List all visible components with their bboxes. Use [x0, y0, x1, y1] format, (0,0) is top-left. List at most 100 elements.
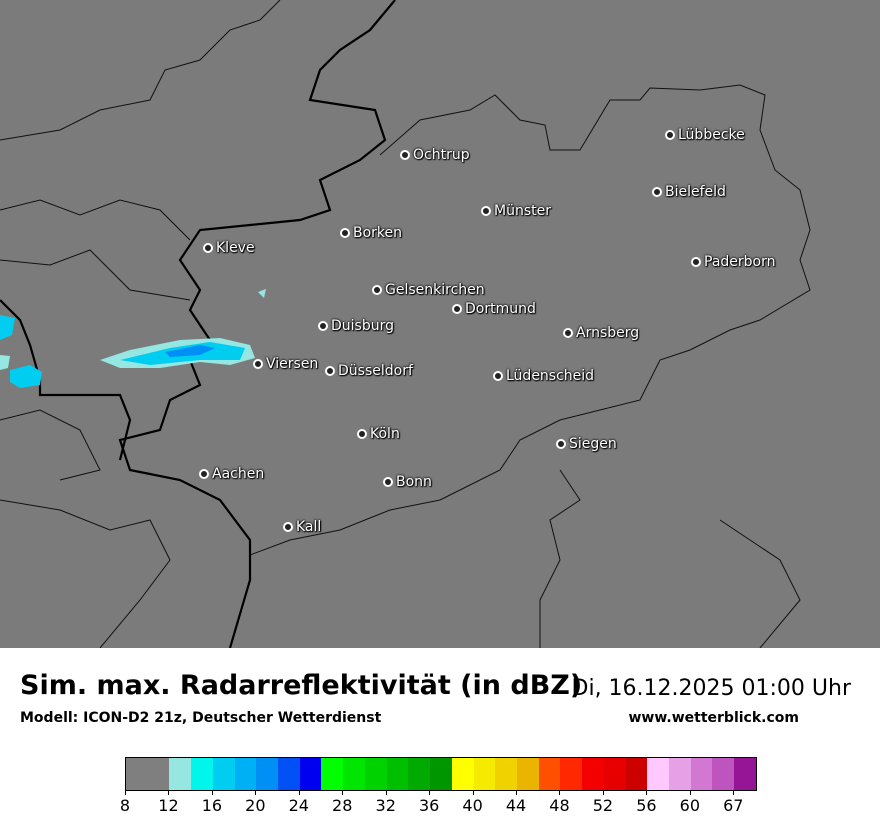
- city-marker: Bielefeld: [652, 184, 726, 200]
- city-marker: Arnsberg: [563, 325, 639, 341]
- legend-swatch: [126, 758, 148, 790]
- city-marker: Kall: [283, 519, 321, 535]
- legend-swatch: [147, 758, 170, 790]
- legend-swatch: [299, 758, 322, 790]
- city-dot-icon: [452, 304, 462, 314]
- city-marker: Duisburg: [318, 318, 394, 334]
- city-label: Ochtrup: [413, 147, 470, 163]
- legend-tick: [602, 790, 604, 795]
- city-marker: Lübbecke: [665, 127, 745, 143]
- city-dot-icon: [199, 469, 209, 479]
- legend-tick-label: 48: [549, 796, 570, 815]
- legend-tick: [429, 790, 431, 795]
- legend-swatch: [495, 758, 517, 790]
- model-info: Modell: ICON-D2 21z, Deutscher Wetterdie…: [20, 710, 382, 726]
- city-marker: Siegen: [556, 436, 617, 452]
- city-label: Gelsenkirchen: [385, 282, 485, 298]
- city-label: Aachen: [212, 466, 265, 482]
- radar-map[interactable]: Lübbecke Ochtrup Bielefeld Münster Borken Kle…: [0, 0, 880, 649]
- city-marker: Borken: [340, 225, 402, 241]
- legend-swatch: [582, 758, 604, 790]
- city-marker: Bonn: [383, 474, 432, 490]
- city-label: Bielefeld: [665, 184, 726, 200]
- legend-swatch: [603, 758, 626, 790]
- legend-swatch: [256, 758, 279, 790]
- legend-swatch: [212, 758, 235, 790]
- forecast-datetime: Di, 16.12.2025 01:00 Uhr: [571, 676, 851, 701]
- legend-tick-label: 44: [505, 796, 527, 815]
- legend-swatch: [647, 758, 669, 790]
- city-dot-icon: [357, 429, 367, 439]
- city-marker: Kleve: [203, 240, 255, 256]
- legend-tick: [385, 790, 387, 795]
- legend-tick: [559, 790, 561, 795]
- legend-tick: [733, 790, 735, 795]
- legend-tick: [168, 790, 170, 795]
- city-marker: Münster: [481, 203, 551, 219]
- legend-tick-label: 56: [636, 796, 657, 815]
- city-label: Düsseldorf: [338, 363, 413, 379]
- legend-tick-label: 24: [288, 796, 309, 815]
- legend-swatch: [451, 758, 474, 790]
- legend-tick: [342, 790, 344, 795]
- legend-tick-label: 28: [332, 796, 353, 815]
- city-label: Arnsberg: [576, 325, 640, 341]
- city-label: Viersen: [266, 356, 319, 372]
- legend-tick-label: 40: [462, 796, 483, 815]
- city-label: Kleve: [216, 240, 255, 256]
- city-label: Münster: [494, 203, 551, 219]
- city-label: Bonn: [396, 474, 432, 490]
- city-label: Kall: [296, 519, 322, 535]
- legend-swatch: [668, 758, 691, 790]
- city-marker: Ochtrup: [400, 147, 470, 163]
- legend-tick: [298, 790, 300, 795]
- legend-ticks: 8 12 16 20 24 28 32 36 40 44 48 52 56 60 67: [120, 790, 755, 830]
- city-dot-icon: [493, 371, 503, 381]
- legend-tick: [211, 790, 213, 795]
- legend-tick-label: 52: [592, 796, 614, 815]
- legend-swatch: [560, 758, 583, 790]
- city-dot-icon: [691, 257, 701, 267]
- city-dot-icon: [400, 150, 410, 160]
- city-marker: Gelsenkirchen: [372, 282, 485, 298]
- city-dot-icon: [652, 187, 662, 197]
- legend-swatch: [516, 758, 539, 790]
- city-dot-icon: [253, 359, 263, 369]
- legend-tick: [646, 790, 648, 795]
- color-legend: [125, 757, 757, 791]
- city-dot-icon: [481, 206, 491, 216]
- legend-tick: [516, 790, 518, 795]
- legend-tick-label: 36: [418, 796, 440, 815]
- website-link[interactable]: www.wetterblick.com: [628, 710, 800, 726]
- legend-swatch: [191, 758, 213, 790]
- city-marker: Köln: [357, 426, 400, 442]
- legend-swatch: [712, 758, 735, 790]
- legend-tick-label: 67: [723, 796, 744, 815]
- legend-swatch: [278, 758, 300, 790]
- city-dot-icon: [283, 522, 293, 532]
- city-label: Paderborn: [704, 254, 776, 270]
- legend-tick-label: 20: [245, 796, 266, 815]
- city-dot-icon: [318, 321, 328, 331]
- legend-tick: [125, 790, 126, 795]
- city-dot-icon: [665, 130, 675, 140]
- legend-swatch: [343, 758, 365, 790]
- legend-swatch: [321, 758, 344, 790]
- city-label: Dortmund: [465, 301, 536, 317]
- city-label: Köln: [370, 426, 400, 442]
- legend-swatch: [430, 758, 452, 790]
- city-marker: Aachen: [199, 466, 264, 482]
- legend-swatch: [625, 758, 648, 790]
- legend-tick-label: 16: [201, 796, 223, 815]
- city-label: Duisburg: [331, 318, 394, 334]
- legend-swatch: [169, 758, 192, 790]
- city-dot-icon: [383, 477, 393, 487]
- city-label: Lüdenscheid: [506, 368, 595, 384]
- city-marker: Dortmund: [452, 301, 536, 317]
- city-label: Siegen: [569, 436, 617, 452]
- city-label: Borken: [353, 225, 403, 241]
- map-borders: [0, 0, 811, 649]
- legend-swatch: [734, 758, 756, 790]
- legend-swatch: [234, 758, 257, 790]
- city-marker: Düsseldorf: [325, 363, 413, 379]
